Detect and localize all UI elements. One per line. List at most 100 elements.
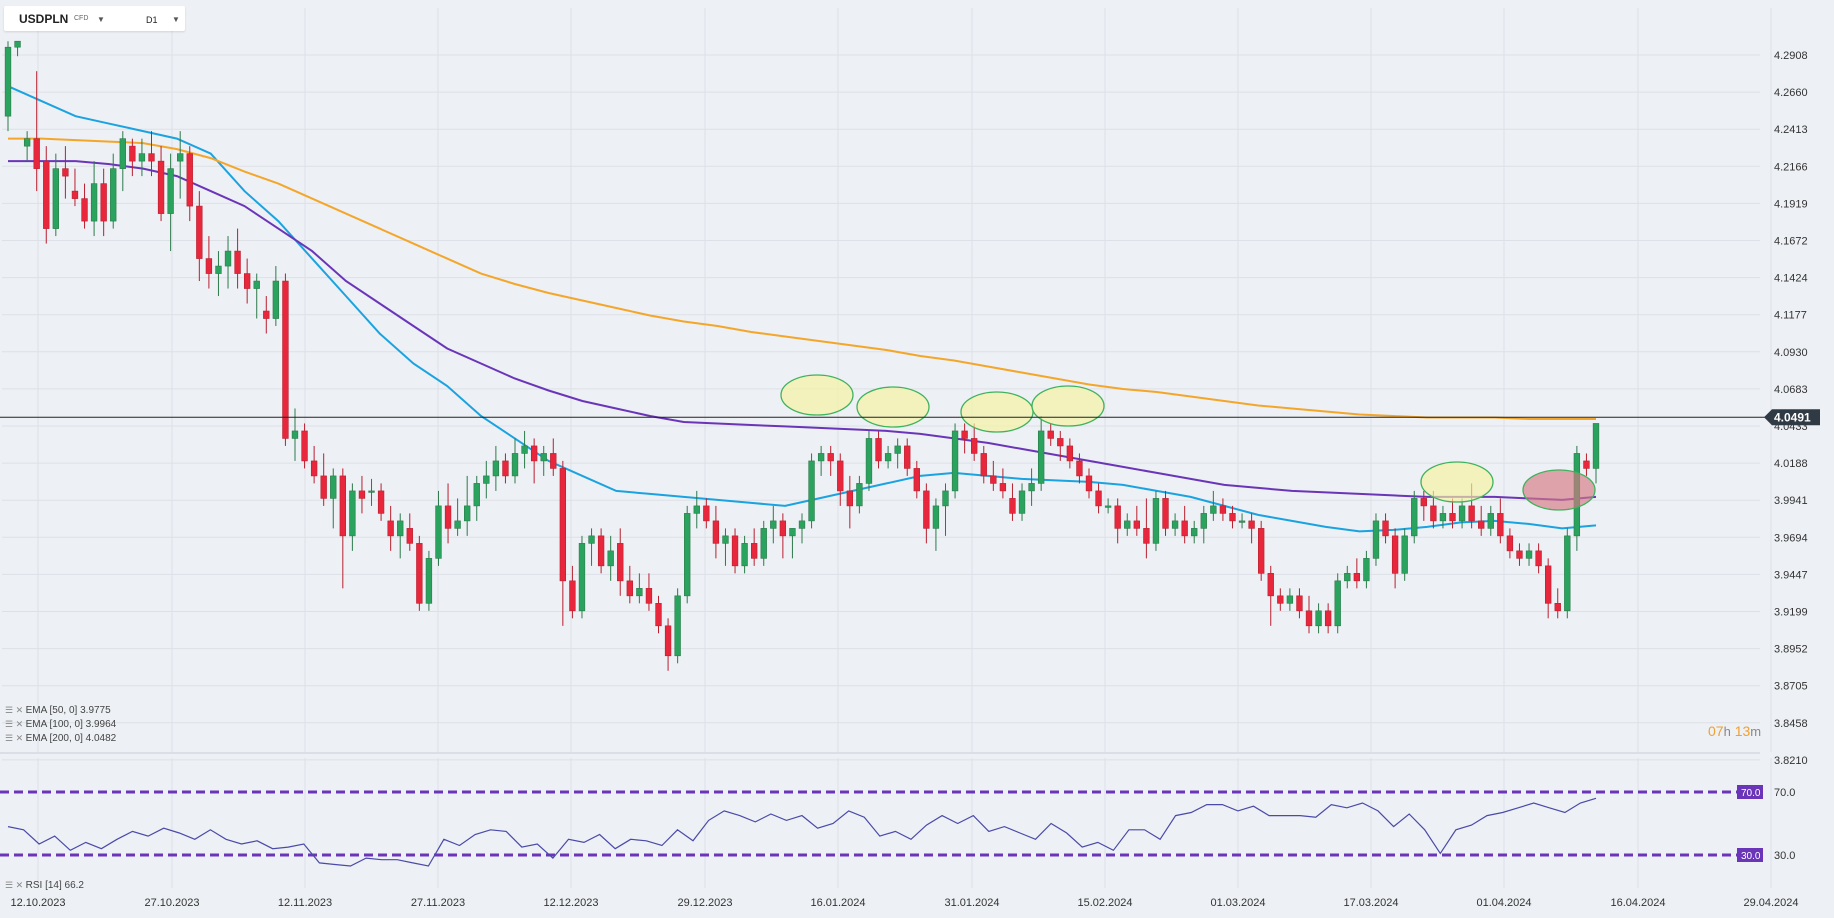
candle-body: [798, 520, 806, 529]
date-tick-label: 27.10.2023: [144, 897, 199, 909]
candle-body: [550, 453, 557, 469]
candle: [1305, 595, 1313, 634]
candle: [1420, 490, 1427, 521]
symbol-dropdown-icon[interactable]: ▼: [97, 15, 105, 24]
candle: [894, 438, 901, 469]
price-grid: [0, 8, 1772, 888]
candle-body: [760, 528, 767, 559]
candle: [1535, 543, 1542, 574]
candle: [942, 483, 949, 536]
candle-body: [1248, 520, 1255, 529]
timer-minutes: 13: [1734, 723, 1751, 739]
timeframe-label[interactable]: D1: [146, 15, 158, 25]
candle-body: [1076, 460, 1083, 477]
indicator-legend-ema200[interactable]: ☰ ✕ EMA [200, 0] 4.0482: [5, 733, 116, 744]
candle-body: [626, 580, 633, 597]
candle-body: [540, 453, 547, 462]
candle-body: [1535, 550, 1542, 567]
indicator-legend-ema100[interactable]: ☰ ✕ EMA [100, 0] 3.9964: [5, 719, 116, 730]
price-tick-label: 4.0188: [1774, 458, 1808, 470]
candle-body: [617, 543, 624, 582]
candle: [693, 490, 700, 529]
candle-body: [119, 138, 126, 169]
candle: [1315, 603, 1322, 634]
candle-body: [1525, 550, 1533, 559]
ema-line-0: [7, 85, 1597, 533]
candle-body: [253, 280, 260, 289]
candle: [358, 475, 366, 514]
candle-body: [684, 513, 691, 597]
indicator-legend-ema50[interactable]: ☰ ✕ EMA [50, 0] 3.9775: [5, 705, 111, 716]
candle-body: [1085, 475, 1093, 492]
rsi-level-badge: [1737, 785, 1763, 799]
menu-icon[interactable]: ☰: [5, 705, 14, 715]
candle-body: [923, 490, 930, 529]
close-icon[interactable]: ✕: [13, 719, 26, 729]
candle-body: [358, 490, 366, 499]
candle-body: [1057, 438, 1064, 447]
price-tick-label: 3.9447: [1774, 569, 1808, 581]
candle: [1191, 520, 1198, 544]
candle: [100, 168, 107, 237]
candle-body: [1296, 595, 1303, 612]
candle-body: [90, 183, 98, 222]
candle: [320, 453, 327, 506]
candle-body: [1305, 610, 1313, 627]
candle: [62, 146, 69, 199]
candle: [1544, 558, 1552, 619]
date-tick-label: 15.02.2024: [1077, 897, 1132, 909]
price-tick-label: 4.1424: [1774, 273, 1808, 285]
ema-lines: [7, 85, 1597, 533]
candle: [846, 475, 854, 529]
candle: [310, 445, 318, 484]
close-icon[interactable]: ✕: [13, 705, 26, 715]
timeframe-dropdown-icon[interactable]: ▼: [172, 15, 180, 24]
date-axis[interactable]: 12.10.2023 27.10.2023 12.11.2023 27.11.2023…: [10, 897, 1798, 909]
candle: [272, 266, 280, 327]
candle: [856, 475, 863, 514]
candle-body: [846, 490, 854, 507]
candle-body: [511, 453, 519, 477]
candle: [1171, 513, 1179, 536]
candle: [1487, 505, 1494, 536]
close-icon[interactable]: ✕: [13, 733, 26, 743]
symbol-label[interactable]: USDPLN: [19, 12, 69, 26]
date-tick-label: 29.04.2024: [1743, 897, 1798, 909]
candle-body: [1009, 498, 1016, 514]
candle: [1104, 498, 1112, 514]
candle: [1009, 483, 1016, 521]
candle: [129, 138, 136, 177]
candle-body: [1037, 430, 1045, 484]
rsi-level-badge-label: 30.0: [1741, 851, 1761, 862]
candle-body: [588, 535, 595, 544]
candle: [980, 445, 987, 484]
close-icon[interactable]: ✕: [13, 880, 26, 890]
candle-body: [224, 250, 232, 267]
indicator-legend-rsi[interactable]: ☰ ✕ RSI [14] 66.2: [5, 880, 84, 891]
candle: [23, 131, 31, 162]
indicator-label: RSI [14] 66.2: [25, 880, 84, 891]
candle-body: [1583, 460, 1590, 469]
menu-icon[interactable]: ☰: [5, 719, 14, 729]
candle: [52, 153, 60, 237]
candle-body: [521, 445, 528, 454]
price-tick-label: 4.2660: [1774, 87, 1808, 99]
price-axis[interactable]: 4.2908 4.2660 4.2413 4.2166 4.1919 4.1672 4.14…: [1737, 50, 1808, 862]
rsi-tick-label: 30.0: [1774, 850, 1795, 862]
indicator-label: EMA [200, 0] 4.0482: [25, 733, 117, 744]
candle-body: [1200, 513, 1207, 529]
candle-body: [1219, 505, 1227, 514]
symbol-toolbar[interactable]: USDPLN CFD ▼ D1 ▼: [4, 6, 185, 31]
candle-body: [1468, 505, 1475, 522]
candle-body: [1315, 610, 1322, 627]
menu-icon[interactable]: ☰: [5, 880, 14, 890]
price-tick-label: 3.9694: [1774, 532, 1808, 544]
candle-body: [464, 505, 471, 522]
candle: [722, 528, 729, 566]
candle-body: [664, 625, 672, 657]
menu-icon[interactable]: ☰: [5, 733, 14, 743]
candle: [578, 535, 586, 619]
candle-body: [827, 453, 834, 462]
candle-body: [961, 430, 968, 439]
